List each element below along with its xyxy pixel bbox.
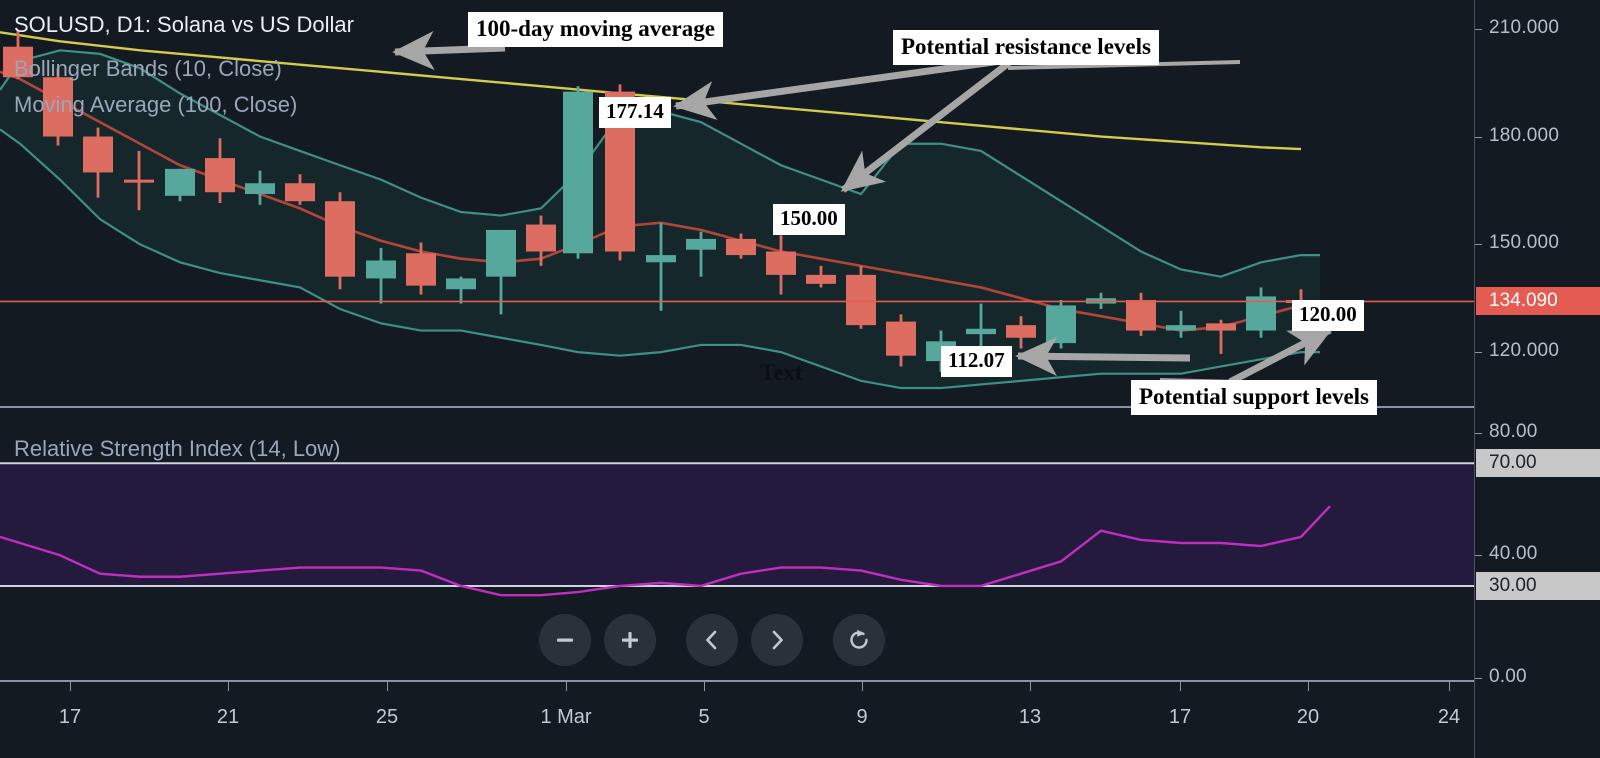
price-scale[interactable]: 210.000 180.000 150.000 120.000 134.090 80.00… — [1474, 0, 1600, 758]
time-axis-label: 20 — [1296, 706, 1320, 728]
time-axis-tick — [1180, 682, 1181, 691]
rsi-tick-label: 0.00 — [1489, 666, 1527, 687]
rsi-tick-mark — [1475, 432, 1482, 434]
minus-icon — [557, 638, 573, 642]
rsi-band-badge[interactable]: 70.00 — [1476, 449, 1600, 478]
price-tick-label: 180.000 — [1489, 124, 1560, 146]
time-axis-tick — [70, 682, 71, 691]
price-tick-label: 120.000 — [1489, 340, 1560, 362]
time-axis-label: 17 — [1168, 706, 1192, 728]
level-label-150: 150.00 — [773, 204, 845, 235]
time-axis-tick — [704, 682, 705, 691]
time-axis-tick — [387, 682, 388, 691]
last-price-badge[interactable]: 134.090 — [1476, 287, 1600, 316]
level-label-177: 177.14 — [599, 97, 671, 128]
legend-bollinger-bands[interactable]: Bollinger Bands (10, Close) — [14, 56, 282, 81]
legend-moving-average[interactable]: Moving Average (100, Close) — [14, 92, 298, 117]
time-axis-label: 1 Mar — [540, 706, 592, 728]
legend-rsi[interactable]: Relative Strength Index (14, Low) — [14, 436, 341, 461]
time-axis-tick — [862, 682, 863, 691]
annotation-ma-note: 100-day moving average — [468, 12, 723, 47]
level-label-120: 120.00 — [1292, 300, 1364, 331]
chevron-left-icon — [706, 630, 717, 650]
chevron-right-icon — [772, 630, 783, 650]
price-tick-label: 210.000 — [1489, 16, 1560, 38]
time-axis-tick — [1030, 682, 1031, 691]
price-tick-label: 150.000 — [1489, 232, 1560, 254]
page-title: SOLUSD, D1: Solana vs US Dollar — [14, 12, 354, 37]
price-tick-mark — [1475, 244, 1482, 246]
rsi-tick-mark — [1475, 678, 1482, 679]
plus-icon — [622, 632, 638, 648]
chart-toolbar — [539, 614, 885, 666]
scroll-forward-button[interactable] — [751, 614, 803, 666]
time-axis-label: 17 — [58, 706, 82, 728]
pane-divider[interactable] — [0, 406, 1474, 408]
time-axis[interactable]: 17 21 25 1 Mar 5 9 13 17 20 24 — [0, 680, 1474, 758]
free-text-annotation: Text — [760, 360, 803, 385]
rsi-tick-label: 80.00 — [1489, 420, 1538, 442]
price-tick-mark — [1475, 28, 1482, 30]
price-tick-mark — [1475, 136, 1482, 138]
time-axis-tick — [1308, 682, 1309, 691]
time-axis-tick — [566, 682, 567, 691]
rsi-pane: Relative Strength Index (14, Low) — [0, 408, 1474, 678]
time-axis-label: 24 — [1437, 706, 1461, 728]
time-axis-tick — [1449, 682, 1450, 691]
price-pane: SOLUSD, D1: Solana vs US Dollar Bollinge… — [0, 0, 1474, 406]
reset-chart-button[interactable] — [833, 614, 885, 666]
time-axis-label: 9 — [856, 706, 868, 728]
price-plot — [0, 30, 1474, 390]
level-label-112: 112.07 — [941, 346, 1012, 377]
price-tick-mark — [1475, 352, 1482, 354]
rsi-tick-label: 40.00 — [1489, 543, 1538, 565]
time-axis-label: 5 — [698, 706, 710, 728]
time-axis-label: 13 — [1018, 706, 1042, 728]
rsi-plot — [0, 462, 1474, 597]
zoom-out-button[interactable] — [539, 614, 591, 666]
zoom-in-button[interactable] — [604, 614, 656, 666]
rsi-tick-mark — [1475, 555, 1482, 557]
annotation-resistance-note: Potential resistance levels — [893, 30, 1159, 65]
time-axis-tick — [228, 682, 229, 691]
reset-icon — [850, 629, 868, 649]
annotation-support-note: Potential support levels — [1131, 380, 1377, 415]
rsi-band-badge[interactable]: 30.00 — [1476, 571, 1600, 600]
time-axis-label: 21 — [216, 706, 240, 728]
time-axis-label: 25 — [375, 706, 399, 728]
scroll-back-button[interactable] — [686, 614, 738, 666]
